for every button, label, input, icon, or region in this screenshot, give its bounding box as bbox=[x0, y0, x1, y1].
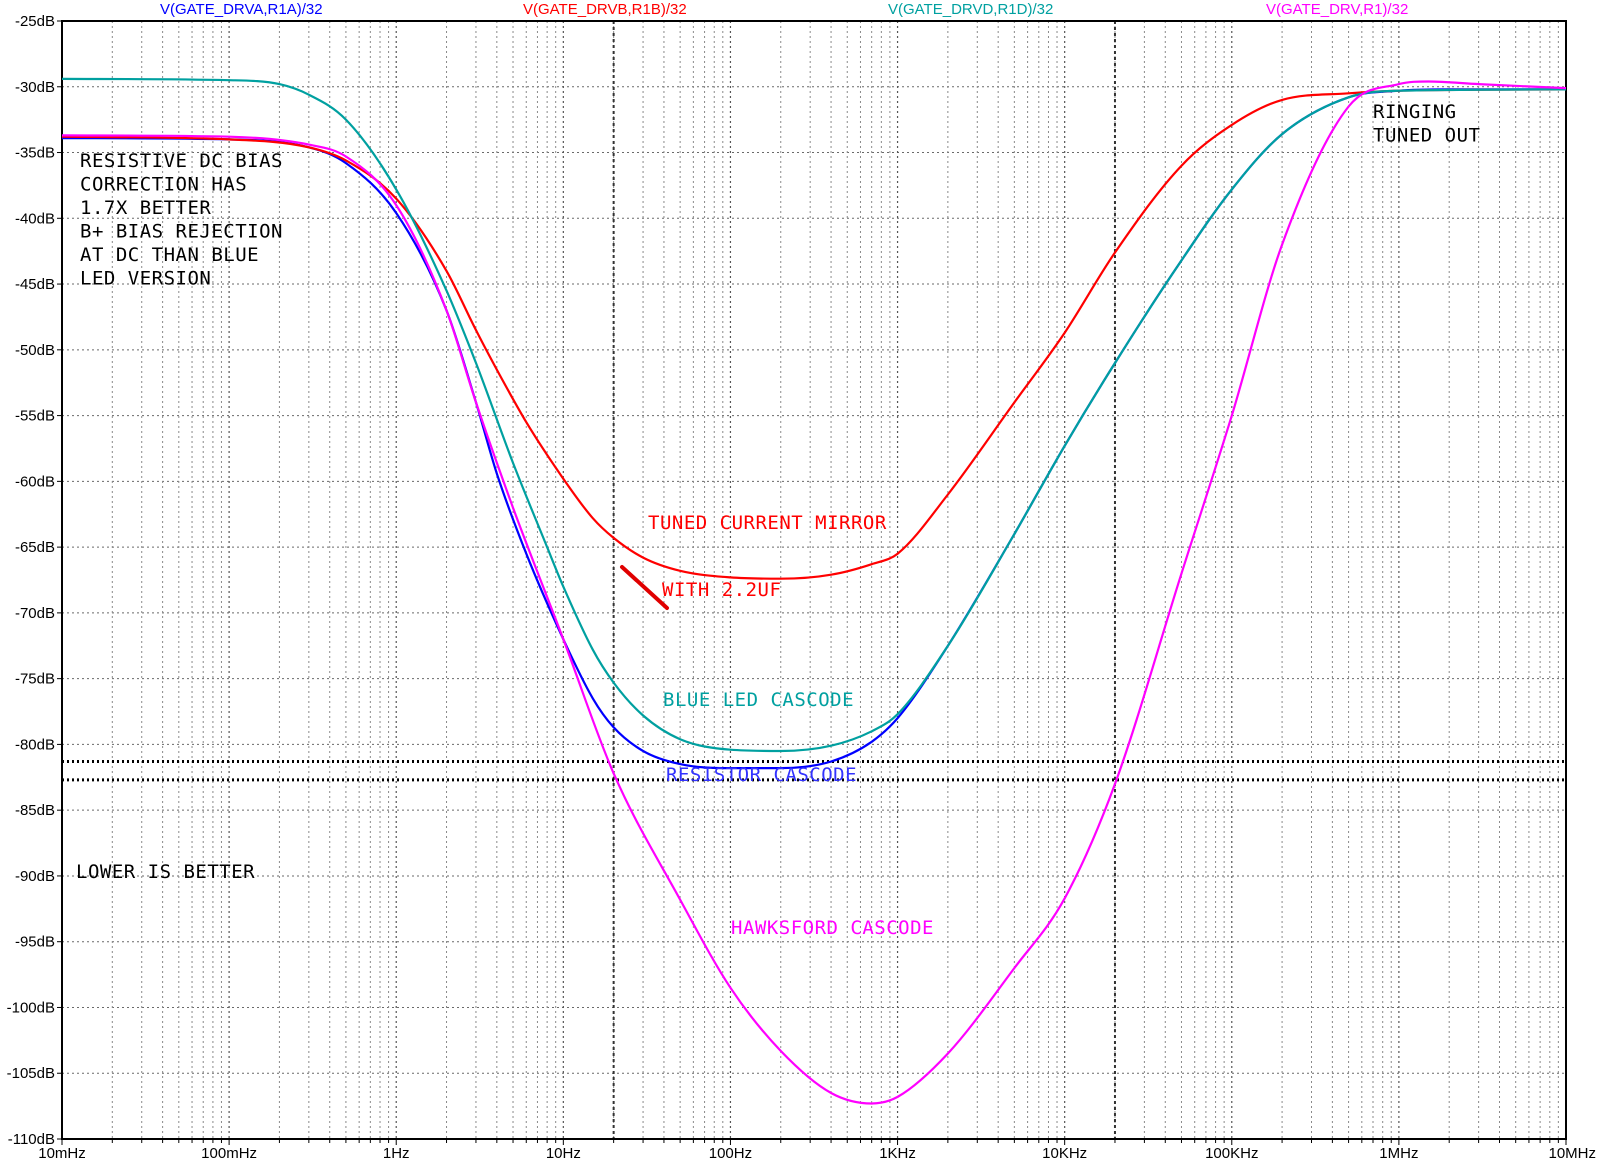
x-tick-label: 1Hz bbox=[383, 1145, 410, 1162]
annotation-line: LED VERSION bbox=[80, 268, 211, 290]
y-tick-label: -40dB bbox=[15, 210, 55, 227]
with-2-2uf-pointer bbox=[620, 565, 669, 610]
x-tick-label: 10mHz bbox=[38, 1145, 86, 1162]
annotation-line: TUNED CURRENT MIRROR bbox=[648, 512, 887, 534]
y-tick-label: -35dB bbox=[15, 145, 55, 162]
y-tick-label: -80dB bbox=[15, 736, 55, 753]
x-tick-label: 1MHz bbox=[1379, 1145, 1418, 1162]
y-tick-label: -55dB bbox=[15, 408, 55, 425]
x-tick-label: 1KHz bbox=[879, 1145, 916, 1162]
legend-entry: V(GATE_DRV,R1)/32 bbox=[1266, 1, 1408, 18]
y-tick-label: -30dB bbox=[15, 79, 55, 96]
annotation: HAWKSFORD CASCODE bbox=[731, 917, 934, 939]
annotation: BLUE LED CASCODE bbox=[663, 689, 854, 711]
y-tick-label: -95dB bbox=[15, 934, 55, 951]
annotation-line: CORRECTION HAS bbox=[80, 174, 247, 196]
y-tick-label: -50dB bbox=[15, 342, 55, 359]
annotation: RESISTOR CASCODE bbox=[666, 764, 857, 786]
legend-entry: V(GATE_DRVD,R1D)/32 bbox=[888, 1, 1053, 18]
annotation-line: WITH 2.2UF bbox=[662, 579, 781, 601]
y-axis: -25dB -30dB -35dB -40dB -45dB -50dB -55dB -60dB… bbox=[7, 13, 62, 1148]
y-tick-label: -60dB bbox=[15, 473, 55, 490]
reference-lines bbox=[62, 760, 1566, 782]
legend-entry: V(GATE_DRVA,R1A)/32 bbox=[160, 1, 323, 18]
annotation-line: B+ BIAS REJECTION bbox=[80, 221, 283, 243]
x-tick-label: 10Hz bbox=[546, 1145, 581, 1162]
y-tick-label: -75dB bbox=[15, 671, 55, 688]
annotation-line: 1.7X BETTER bbox=[80, 197, 211, 219]
series-gate-drvb bbox=[61, 88, 1567, 580]
annotation: LOWER IS BETTER bbox=[76, 861, 255, 883]
annotations: RESISTIVE DC BIAS CORRECTION HAS 1.7X BETT… bbox=[76, 101, 1480, 939]
annotation-line: RESISTOR CASCODE bbox=[666, 764, 857, 786]
annotation-line: RINGING bbox=[1373, 101, 1457, 123]
y-tick-label: -70dB bbox=[15, 605, 55, 622]
series-gate-drva bbox=[61, 88, 1566, 770]
y-tick-label: -105dB bbox=[7, 1065, 55, 1082]
annotation-line: HAWKSFORD CASCODE bbox=[731, 917, 934, 939]
grid bbox=[62, 21, 1566, 1139]
series-gate-drv bbox=[61, 80, 1567, 1105]
annotation: WITH 2.2UF bbox=[662, 579, 781, 601]
x-tick-label: 10MHz bbox=[1548, 1145, 1596, 1162]
y-tick-label: -85dB bbox=[15, 802, 55, 819]
annotation-line: AT DC THAN BLUE bbox=[80, 244, 259, 266]
annotation-line: TUNED OUT bbox=[1373, 125, 1480, 147]
annotation: TUNED CURRENT MIRROR bbox=[648, 512, 887, 534]
y-tick-label: -65dB bbox=[15, 539, 55, 556]
y-tick-label: -90dB bbox=[15, 868, 55, 885]
y-tick-label: -25dB bbox=[15, 13, 55, 30]
series-group bbox=[61, 77, 1567, 1105]
y-tick-label: -45dB bbox=[15, 276, 55, 293]
x-tick-label: 100Hz bbox=[709, 1145, 752, 1162]
x-tick-label: 10KHz bbox=[1042, 1145, 1087, 1162]
series-gate-drvd bbox=[61, 77, 1567, 753]
annotation-line: BLUE LED CASCODE bbox=[663, 689, 854, 711]
annotation-line: RESISTIVE DC BIAS bbox=[80, 150, 283, 172]
annotation-line: LOWER IS BETTER bbox=[76, 861, 255, 883]
y-tick-label: -100dB bbox=[7, 999, 55, 1016]
plot-frame bbox=[61, 20, 1567, 1140]
x-tick-label: 100mHz bbox=[201, 1145, 257, 1162]
x-axis: 10mHz 100mHz 1Hz 10Hz 100Hz 1KHz 10KHz 100KHz 1M… bbox=[38, 1139, 1596, 1162]
legend-entry: V(GATE_DRVB,R1B)/32 bbox=[523, 1, 687, 18]
legend: V(GATE_DRVA,R1A)/32 V(GATE_DRVB,R1B)/32 V(… bbox=[160, 1, 1408, 18]
annotation: RINGING TUNED OUT bbox=[1373, 101, 1480, 147]
x-tick-label: 100KHz bbox=[1205, 1145, 1258, 1162]
y-tick-label: -110dB bbox=[8, 1131, 55, 1148]
annotation: RESISTIVE DC BIAS CORRECTION HAS 1.7X BETT… bbox=[80, 150, 283, 290]
